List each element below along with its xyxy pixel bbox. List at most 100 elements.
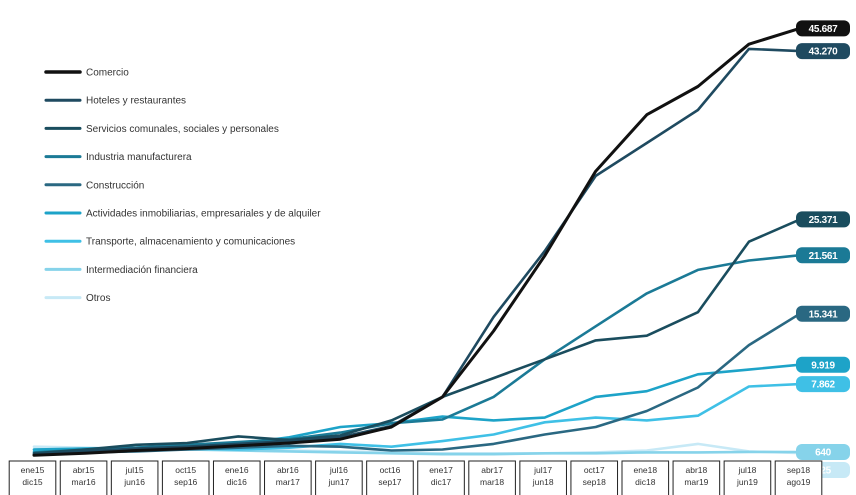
end-label: 25.371 [796,211,850,228]
x-tick-label: sep18 [583,477,606,487]
series-5 [32,363,802,451]
end-label-value: 21.561 [809,251,839,262]
end-label: 43.270 [796,43,850,60]
x-tick-box [417,460,465,495]
end-label-badge [796,20,850,37]
x-tick-label: dic15 [22,477,43,487]
x-tick-label: abr16 [277,465,299,475]
legend-item: Comercio [44,68,129,79]
x-tick-box [672,460,721,495]
series-line [32,253,802,454]
end-label: 45.687 [796,20,850,37]
legend-item: Actividades inmobiliarias, empresariales… [44,209,321,220]
x-tick: abr15 mar16 [59,460,108,495]
end-label-badge [796,43,850,60]
x-tick-label: jul18 [737,465,756,475]
x-tick-label: ene17 [429,465,453,475]
x-tick-box [264,460,312,495]
legend-item: Transporte, almacenamiento y comunicacio… [44,237,295,248]
x-tick-label: abr17 [481,465,503,475]
series-line [32,312,802,456]
series-4 [32,312,802,456]
x-tick: ene15 dic15 [8,460,57,495]
x-tick-label: dic18 [635,477,656,487]
x-tick-box [468,460,516,495]
legend-label: Actividades inmobiliarias, empresariales… [86,209,321,220]
end-label-badge [796,443,850,460]
end-label-badge [796,247,850,264]
series-line [32,363,802,451]
x-tick-box [110,460,159,495]
legend: Comercio Hoteles y restaurantes Servicios … [44,68,321,304]
end-label-badge [796,376,850,393]
end-label-value: 25.371 [809,215,839,226]
x-tick-label: jul17 [533,465,552,475]
x-tick-box [59,460,108,495]
legend-item: Hoteles y restaurantes [44,96,186,107]
legend-label: Otros [86,293,110,304]
legend-label: Servicios comunales, sociales y personal… [86,124,279,135]
series-0 [32,26,802,457]
end-label-value: 7.862 [811,380,835,391]
legend-label: Transporte, almacenamiento y comunicacio… [86,237,295,248]
x-tick: abr17 mar18 [468,460,516,495]
x-tick-label: mar18 [480,477,504,487]
x-tick: jul16 jun17 [315,460,363,495]
x-tick-label: mar17 [276,477,300,487]
legend-label: Hoteles y restaurantes [86,96,186,107]
x-tick-label: ene18 [633,465,657,475]
x-tick: oct15 sep16 [161,460,210,495]
legend-item: Otros [44,293,110,304]
x-tick-label: sep17 [378,477,401,487]
end-label: 640 [796,443,850,460]
end-label-value: 640 [815,448,832,459]
x-tick-box [570,460,619,495]
x-tick-label: jul15 [125,465,144,475]
end-label-value: 15.341 [809,309,839,320]
x-tick: abr18 mar19 [672,460,721,495]
x-tick-label: jun18 [532,477,554,487]
series-line [32,218,802,455]
x-tick: sep18 ago19 [774,460,823,495]
x-tick-box [621,460,670,495]
end-label: 9.919 [796,356,850,373]
end-label-value: 45.687 [809,24,839,35]
x-tick: ene16 dic16 [212,460,261,495]
x-tick-label: mar16 [72,477,96,487]
x-tick-label: ene16 [225,465,249,475]
legend-label: Intermediación financiera [86,265,198,276]
series-3 [32,253,802,454]
x-axis: ene15 dic15 abr15 mar16 jul15 jun16 oct15 sep16… [8,460,823,495]
x-tick: abr16 mar17 [264,460,312,495]
x-tick: ene17 dic17 [417,460,465,495]
x-tick-label: mar19 [684,477,708,487]
x-tick-label: sep16 [174,477,197,487]
x-tick-box [212,460,261,495]
legend-label: Construcción [86,180,144,191]
x-tick-label: abr15 [73,465,95,475]
x-tick: oct16 sep17 [366,460,414,495]
end-label-value: 9.919 [811,360,835,371]
end-label-badge [796,356,850,373]
x-tick-label: dic17 [431,477,452,487]
x-tick-label: jul16 [329,465,348,475]
x-tick-label: dic16 [227,477,248,487]
legend-label: Comercio [86,68,129,79]
end-label-badge [796,305,850,322]
x-tick-box [366,460,414,495]
end-label-value: 43.270 [809,47,839,58]
x-tick-label: ago19 [787,477,811,487]
x-tick-box [774,460,823,495]
x-tick-box [8,460,57,495]
x-tick-box [723,460,772,495]
x-tick-label: oct17 [584,465,605,475]
end-label: 7.862 [796,376,850,393]
end-label-badge [796,211,850,228]
x-tick-label: abr18 [685,465,707,475]
end-label-value: 525 [815,466,832,477]
x-tick: ene18 dic18 [621,460,670,495]
end-label: 15.341 [796,305,850,322]
x-tick-label: jun16 [123,477,145,487]
x-tick-box [161,460,210,495]
